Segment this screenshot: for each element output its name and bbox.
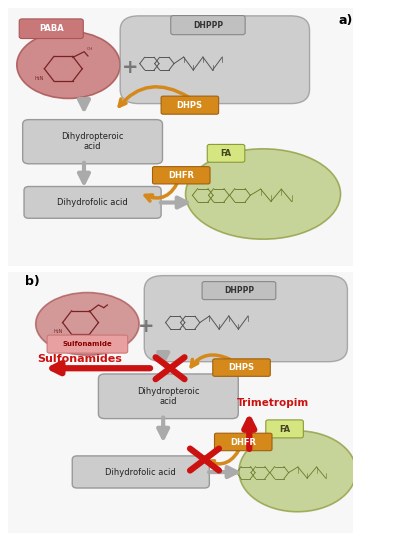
- Text: DHPPP: DHPPP: [223, 286, 254, 295]
- Text: Sulfonamides: Sulfonamides: [37, 354, 122, 364]
- FancyBboxPatch shape: [207, 144, 244, 162]
- Text: H₂N: H₂N: [35, 76, 44, 81]
- Text: a): a): [338, 13, 352, 26]
- FancyBboxPatch shape: [120, 16, 309, 104]
- FancyBboxPatch shape: [161, 96, 218, 114]
- FancyArrowPatch shape: [207, 445, 241, 467]
- FancyBboxPatch shape: [5, 5, 355, 269]
- FancyBboxPatch shape: [170, 16, 245, 34]
- Text: DHFR: DHFR: [229, 437, 256, 447]
- FancyBboxPatch shape: [98, 374, 238, 419]
- Text: DHPPP: DHPPP: [192, 21, 222, 30]
- FancyBboxPatch shape: [72, 456, 209, 488]
- FancyBboxPatch shape: [47, 335, 127, 353]
- Text: Dihydrofolic acid: Dihydrofolic acid: [57, 198, 128, 207]
- Text: FA: FA: [220, 149, 231, 158]
- FancyBboxPatch shape: [144, 275, 346, 362]
- Text: H₂N: H₂N: [54, 329, 63, 335]
- Ellipse shape: [17, 31, 120, 98]
- Text: DHFR: DHFR: [168, 171, 193, 180]
- Text: b): b): [25, 275, 40, 288]
- FancyBboxPatch shape: [22, 119, 162, 164]
- Text: Dihydropteroic
acid: Dihydropteroic acid: [137, 387, 199, 406]
- FancyBboxPatch shape: [214, 433, 271, 451]
- Text: Trimetropim: Trimetropim: [237, 399, 309, 408]
- Text: Sulfonamide: Sulfonamide: [63, 341, 112, 347]
- FancyBboxPatch shape: [202, 281, 275, 300]
- Ellipse shape: [36, 293, 139, 355]
- FancyArrowPatch shape: [119, 87, 188, 106]
- Text: Dihydropteroic
acid: Dihydropteroic acid: [61, 132, 124, 151]
- Text: Dihydrofolic acid: Dihydrofolic acid: [105, 468, 176, 477]
- FancyArrowPatch shape: [145, 179, 179, 201]
- FancyBboxPatch shape: [5, 269, 355, 535]
- Ellipse shape: [185, 149, 340, 239]
- Text: DHPS: DHPS: [228, 363, 254, 372]
- Text: OH: OH: [87, 47, 93, 51]
- Text: PABA: PABA: [39, 24, 63, 33]
- Text: FA: FA: [278, 424, 289, 434]
- FancyArrowPatch shape: [191, 355, 229, 367]
- Ellipse shape: [238, 431, 355, 512]
- FancyBboxPatch shape: [19, 19, 83, 39]
- Text: +: +: [122, 58, 138, 77]
- Text: DHPS: DHPS: [176, 101, 202, 110]
- Text: +: +: [137, 317, 154, 336]
- FancyBboxPatch shape: [24, 187, 161, 218]
- FancyBboxPatch shape: [152, 167, 209, 184]
- FancyBboxPatch shape: [265, 420, 303, 438]
- FancyBboxPatch shape: [212, 359, 270, 376]
